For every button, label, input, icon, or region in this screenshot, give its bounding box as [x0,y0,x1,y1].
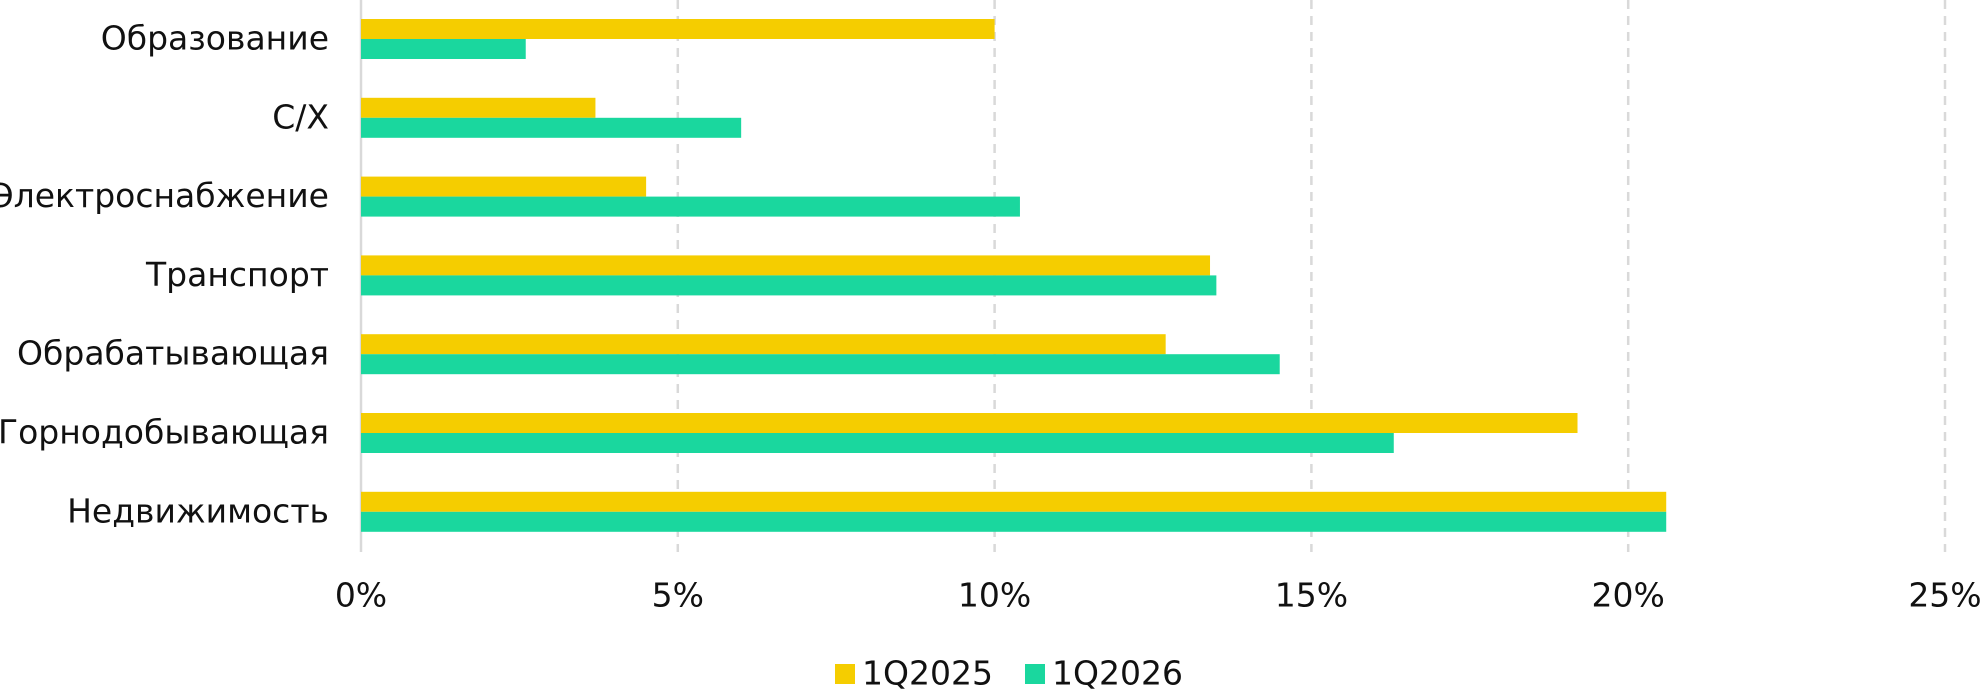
x-tick-label: 5% [652,576,704,615]
bar [361,39,526,59]
x-tick-label: 10% [958,576,1031,615]
bar [361,255,1211,276]
bar [361,354,1280,375]
bar [361,97,596,118]
y-tick-label: Недвижимость [67,491,329,530]
bar [361,19,995,39]
legend-swatch [835,664,855,684]
bar [361,511,1667,532]
y-tick-label: Транспорт [145,255,329,294]
x-tick-label: 15% [1275,576,1348,615]
bar [361,117,742,138]
bar [361,491,1667,512]
bar [361,275,1217,296]
bar [361,176,647,197]
y-tick-label: Образование [101,19,329,58]
y-tick-label: Горнодобывающая [0,413,329,452]
legend-label: 1Q2026 [1052,654,1183,693]
y-tick-label: Обрабатывающая [17,334,329,373]
y-tick-label: С/Х [272,97,329,136]
bar [361,196,1020,217]
bar [361,334,1166,355]
legend-label: 1Q2025 [862,654,993,693]
legend-swatch [1025,664,1045,684]
x-tick-label: 20% [1592,576,1665,615]
bar [361,413,1578,433]
x-tick-label: 25% [1908,576,1981,615]
bar [361,433,1394,453]
x-tick-label: 0% [335,576,387,615]
y-tick-label: Электроснабжение [0,176,329,215]
